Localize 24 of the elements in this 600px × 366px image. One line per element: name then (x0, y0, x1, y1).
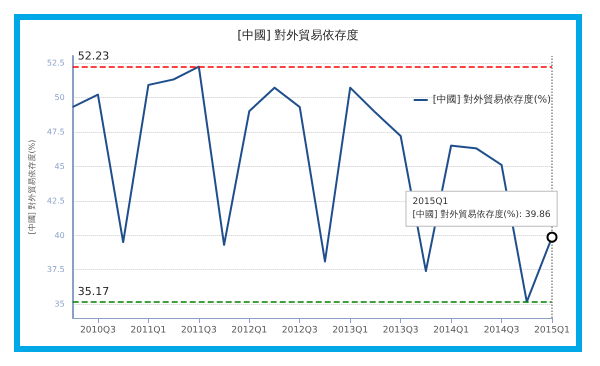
y-tick-label: 40 (54, 230, 65, 240)
x-tick-label: 2013Q3 (382, 326, 419, 336)
y-tick-label: 52.5 (46, 58, 65, 68)
y-tick-label: 37.5 (46, 265, 65, 274)
x-tick-label: 2011Q3 (180, 326, 217, 336)
y-tick-label: 47.5 (46, 127, 65, 136)
annotation: 2015Q1 [中國] 對外貿易依存度(%): 39.86 (412, 197, 551, 220)
x-tick-label: 2012Q3 (282, 326, 318, 336)
y-tick-label: 35 (54, 300, 65, 309)
y-axis-title: [中國] 對外貿易依存度(%) (28, 140, 36, 234)
y-tick-label: 50 (54, 92, 65, 102)
legend-label: [中國] 對外貿易依存度(%) (432, 94, 552, 106)
x-tick-label: 2015Q1 (534, 326, 570, 336)
ref-line-label: 52.23 (78, 50, 110, 63)
x-tick-label: 2010Q3 (80, 326, 116, 336)
x-tick-label: 2013Q1 (332, 326, 368, 336)
ref-line-label: 35.17 (78, 284, 110, 298)
x-tick-label: 2014Q1 (433, 326, 469, 336)
x-tick-label: 2014Q3 (484, 326, 520, 336)
chart-title: [中國] 對外貿易依存度 (237, 28, 359, 42)
x-tick-label: 2012Q1 (231, 326, 268, 336)
y-tick-label: 45 (54, 162, 65, 171)
y-tick-label: 42.5 (46, 196, 65, 206)
x-tick-label: 2011Q1 (130, 326, 166, 336)
